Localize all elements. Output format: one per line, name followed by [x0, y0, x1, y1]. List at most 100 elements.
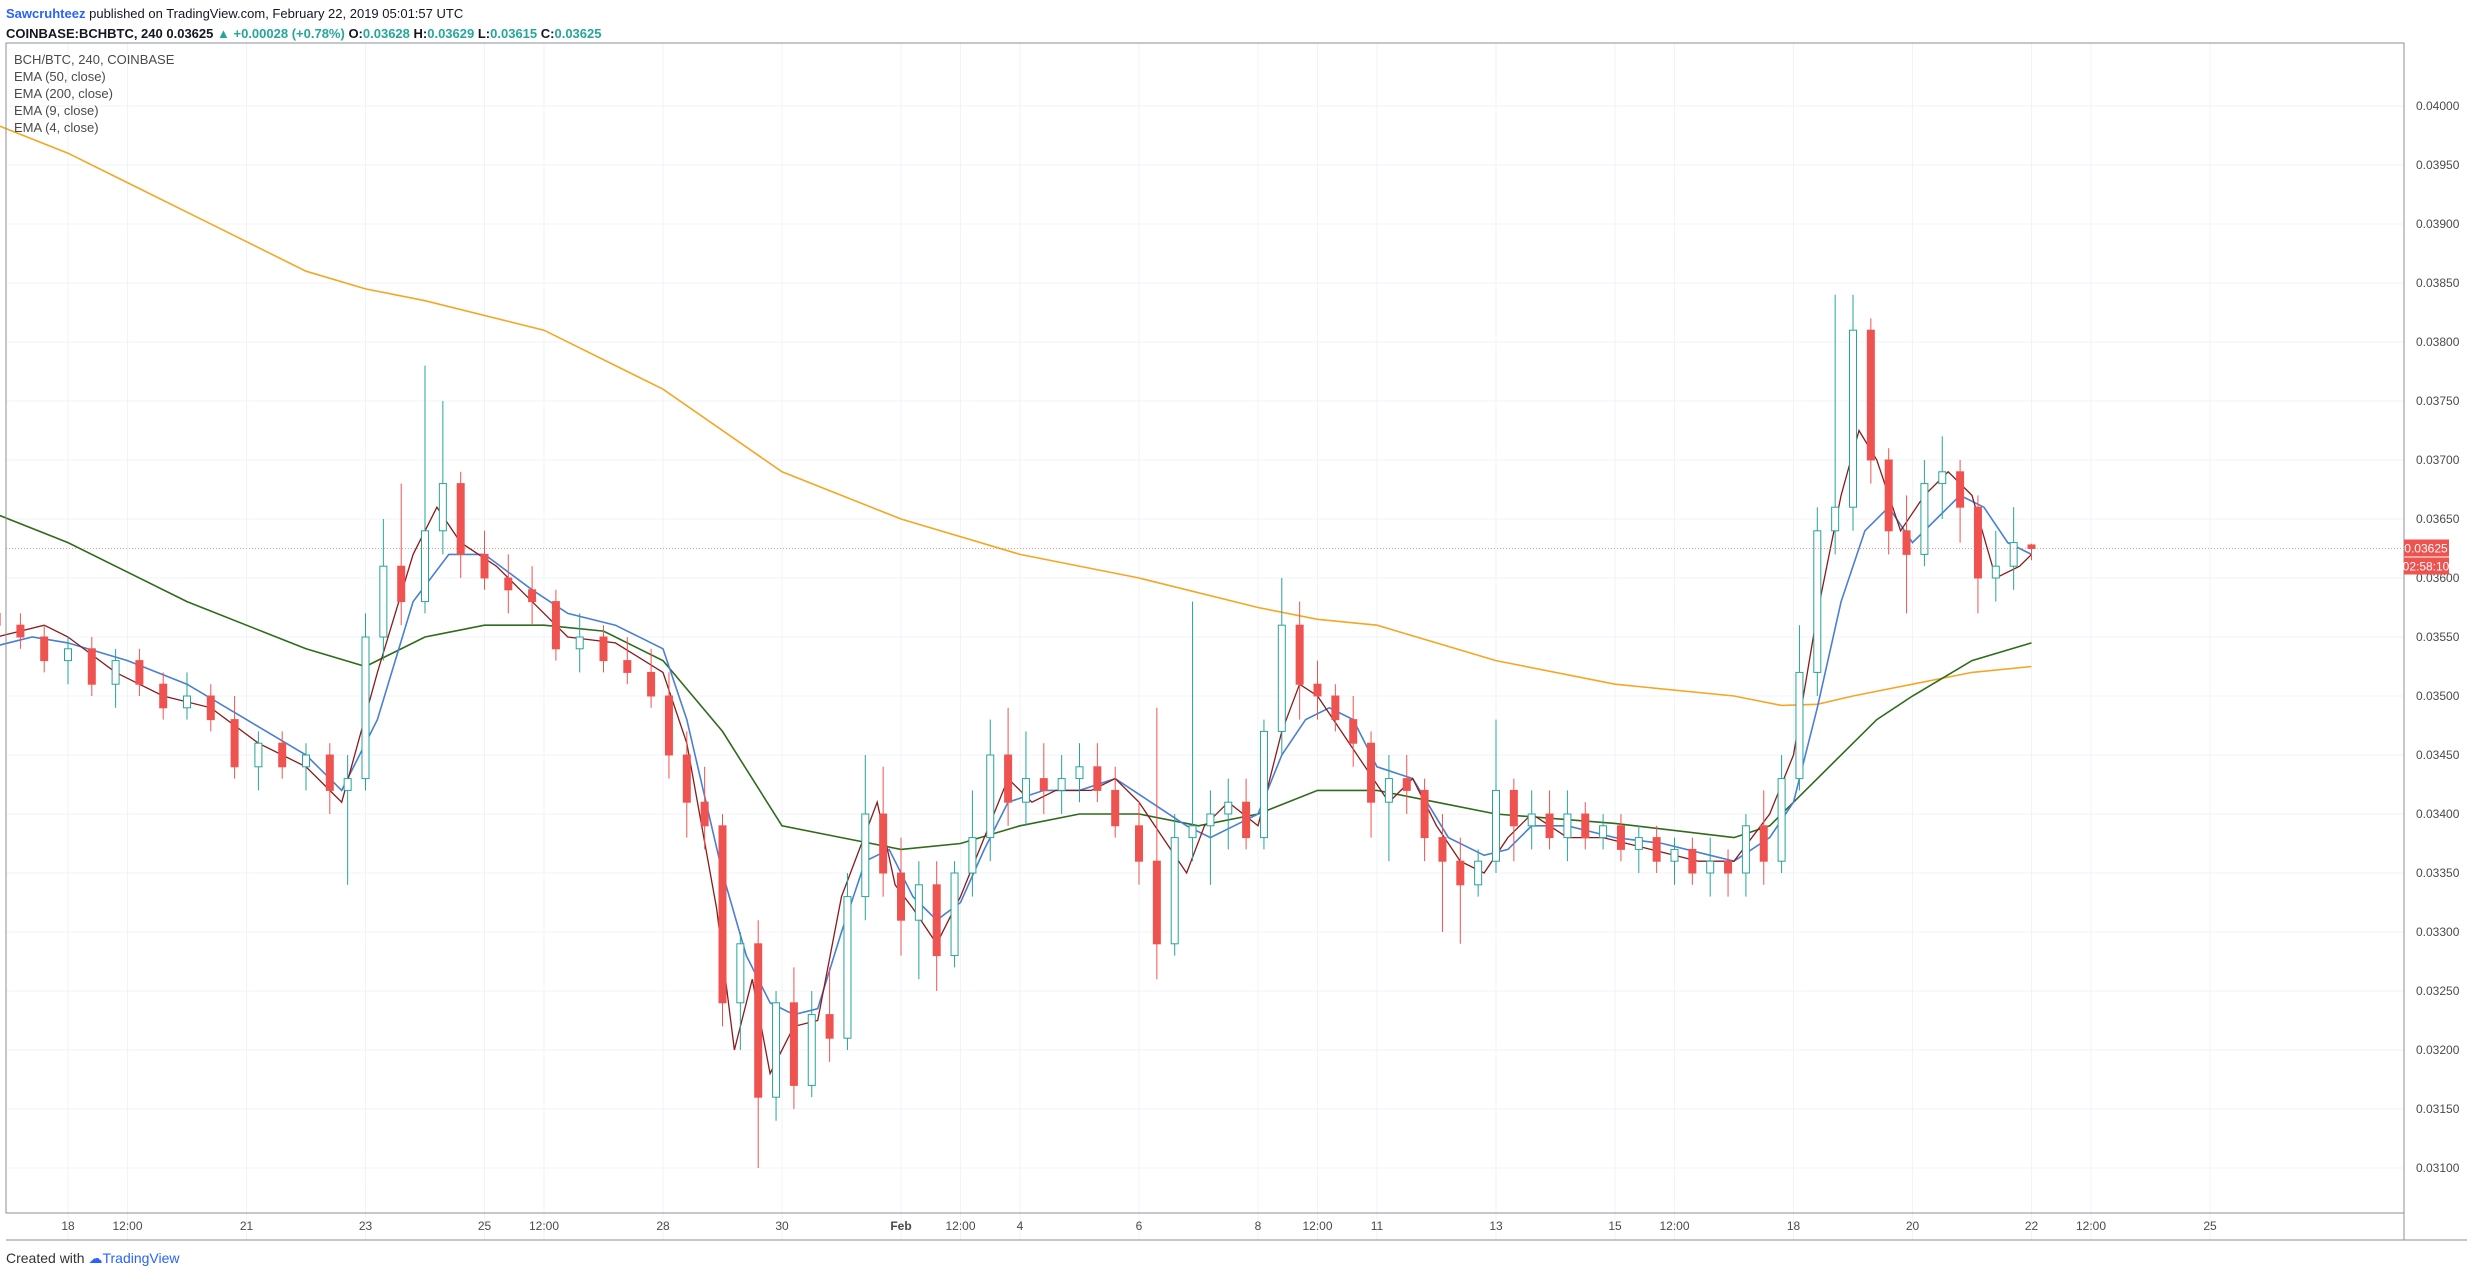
candle-body: [1057, 778, 1066, 791]
candle-body: [754, 943, 763, 1098]
candle-up: [914, 861, 923, 980]
legend-ema4[interactable]: EMA (4, close): [14, 120, 99, 135]
candle-body: [1759, 825, 1768, 862]
x-tick-label: 18: [1787, 1219, 1801, 1233]
x-tick-label: 12:00: [529, 1219, 559, 1233]
candle-down: [325, 743, 334, 814]
candle-up: [1706, 837, 1715, 897]
candle-body: [135, 660, 144, 685]
x-tick-label: 20: [1906, 1219, 1920, 1233]
candle-body: [1111, 789, 1120, 827]
open-value: 0.03628: [362, 26, 410, 41]
price-axis[interactable]: 0.04000 0.03950 0.03900 0.03850 0.03800 0.037…: [2416, 99, 2460, 1175]
candle-body: [1224, 801, 1233, 815]
y-tick-label: 0.03850: [2416, 276, 2460, 290]
candle-body: [421, 530, 429, 603]
time-axis[interactable]: 18 12:00 21 23 25 12:00 28 30 Feb 12:00 4 6 8 12:00 11…: [61, 1219, 2217, 1233]
candle-body: [1849, 329, 1857, 508]
candle-up: [575, 613, 584, 673]
candle-body: [1039, 778, 1048, 791]
y-tick-label: 0.03100: [2416, 1161, 2460, 1175]
candle-down: [40, 625, 49, 673]
ema50-line: [0, 514, 2032, 851]
candle-body: [551, 601, 560, 650]
candle-down: [551, 589, 560, 661]
candle-body: [343, 778, 352, 791]
candle-body: [807, 1014, 816, 1086]
x-tick-label: 6: [1136, 1219, 1143, 1233]
price-tags: 0.03625 02:58:10: [6, 539, 2450, 575]
candle-body: [1420, 789, 1429, 839]
low-value: 0.03615: [490, 26, 538, 41]
author-link[interactable]: Sawcruhteez: [6, 6, 86, 21]
candle-down: [135, 648, 144, 696]
candle-down: [2027, 543, 2036, 561]
candle-body: [986, 754, 995, 839]
candle-body: [325, 754, 334, 791]
legend-ema9[interactable]: EMA (9, close): [14, 103, 99, 118]
candle-body: [1777, 778, 1786, 862]
candle-up: [1492, 719, 1500, 873]
x-tick-label: 12:00: [112, 1219, 142, 1233]
open-label: O:: [348, 26, 363, 41]
candle-body: [159, 683, 168, 709]
ema200-line: [0, 125, 2032, 707]
candle-body: [1509, 789, 1518, 827]
tradingview-logo-icon[interactable]: ☁: [88, 1250, 103, 1266]
candle-down: [1242, 778, 1251, 850]
candle-up: [1563, 790, 1572, 862]
x-tick-label: 23: [359, 1219, 373, 1233]
y-tick-label: 0.03500: [2416, 689, 2460, 703]
legend-ema50[interactable]: EMA (50, close): [14, 69, 106, 84]
up-arrow-icon: ▲: [217, 26, 230, 41]
candle-body: [1456, 860, 1465, 886]
x-tick-label: 11: [1371, 1219, 1384, 1233]
candle-body: [879, 813, 888, 874]
candle-down: [879, 766, 888, 897]
x-tick-label: 8: [1255, 1219, 1262, 1233]
footer: Created with ☁TradingView: [6, 1250, 180, 1267]
candle-body: [1170, 837, 1179, 945]
tradingview-brand-link[interactable]: TradingView: [102, 1250, 180, 1266]
price-change: +0.00028 (+0.78%): [233, 26, 345, 41]
candle-body: [1634, 837, 1643, 850]
candle-up: [1021, 731, 1030, 826]
candle-down: [664, 672, 673, 779]
candle-body: [575, 636, 584, 650]
candle-body: [950, 872, 959, 957]
candle-down: [1545, 790, 1554, 850]
candle-down: [1956, 460, 1965, 543]
grid: [6, 43, 2404, 1240]
legend-ema200[interactable]: EMA (200, close): [14, 86, 113, 101]
candle-down: [1884, 448, 1893, 555]
x-tick-label: 21: [240, 1219, 254, 1233]
candle-up: [438, 401, 447, 555]
candle-up: [1813, 507, 1822, 696]
candle-body: [1075, 766, 1084, 780]
series-layer: [0, 125, 2032, 1076]
y-tick-label: 0.03450: [2416, 748, 2460, 762]
candle-body: [361, 636, 370, 780]
candle-body: [623, 660, 632, 673]
x-tick-label: 25: [2203, 1219, 2217, 1233]
y-tick-label: 0.03350: [2416, 866, 2460, 880]
x-tick-label: 12:00: [2076, 1219, 2106, 1233]
candle-body: [1973, 506, 1982, 579]
candle-body: [87, 648, 96, 685]
y-tick-label: 0.03300: [2416, 925, 2460, 939]
candle-down: [682, 731, 691, 838]
price-chart[interactable]: 0.04000 0.03950 0.03900 0.03850 0.03800 0.037…: [0, 0, 2468, 1250]
high-label: H:: [413, 26, 428, 41]
candle-body: [504, 577, 513, 591]
close-label: C:: [540, 26, 555, 41]
published-text: published on TradingView.com, February 2…: [89, 6, 464, 21]
candle-body: [1021, 778, 1030, 803]
candle-body: [1652, 837, 1661, 862]
candle-up: [379, 519, 388, 661]
candle-down: [1331, 684, 1340, 732]
candle-body: [1438, 837, 1447, 862]
countdown-label: 02:58:10: [2403, 560, 2450, 574]
candle-down: [1111, 766, 1120, 838]
candle-body: [1349, 719, 1358, 744]
symbol-label: COINBASE:BCHBTC, 240: [6, 26, 163, 41]
